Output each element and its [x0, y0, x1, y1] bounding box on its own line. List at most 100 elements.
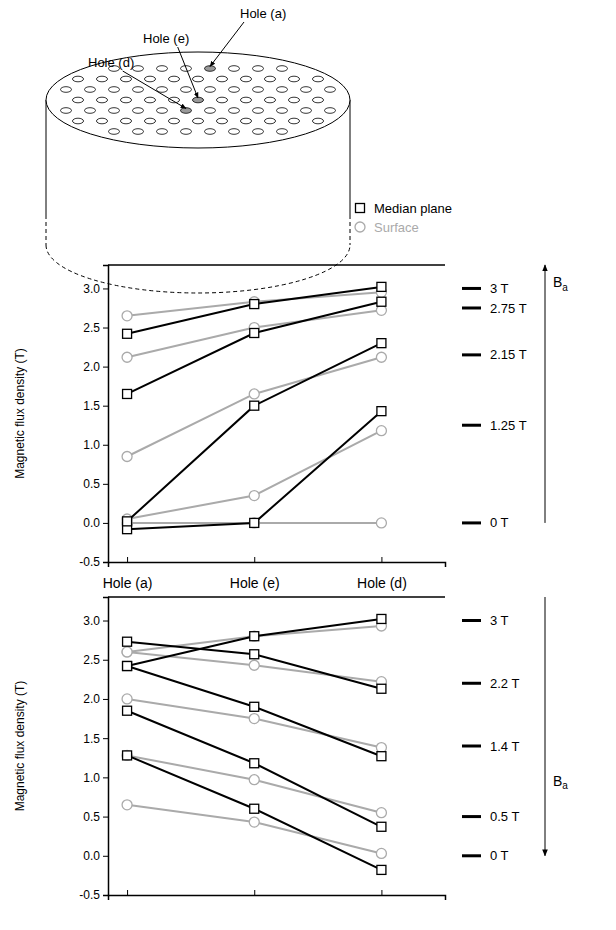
- field-level-dash: [462, 745, 481, 748]
- axis-line: [103, 598, 109, 896]
- data-point: [376, 848, 386, 858]
- y-tick: 2.5: [83, 653, 108, 667]
- tick-label: -0.5: [79, 555, 100, 569]
- x-tick: [381, 890, 382, 895]
- x-tick: Hole (a): [103, 557, 153, 591]
- hole: [265, 118, 276, 124]
- legend-label: Surface: [374, 220, 419, 235]
- y-tick: 2.0: [83, 360, 108, 374]
- hole: [121, 76, 132, 82]
- field-level-label: 1.25 T: [490, 418, 527, 433]
- hole: [109, 87, 120, 93]
- tick-label: 2.5: [83, 653, 100, 667]
- legend: Median planeSurface: [355, 201, 452, 235]
- hole: [205, 108, 216, 114]
- tick-mark: [103, 406, 108, 407]
- hole: [253, 108, 264, 114]
- data-point: [249, 714, 259, 724]
- plot-frame: [108, 264, 445, 266]
- hole: [157, 108, 168, 114]
- field-level-dash: [462, 854, 481, 857]
- data-point: [377, 407, 386, 416]
- field-level-label: 0.5 T: [490, 809, 519, 824]
- hole: [157, 66, 168, 72]
- hole: [109, 108, 120, 114]
- field-level-dash: [462, 619, 481, 622]
- data-point: [249, 775, 259, 785]
- data-point: [123, 517, 132, 526]
- x-tick: Hole (d): [357, 557, 407, 591]
- plot-data: [122, 282, 386, 533]
- hole: [73, 97, 84, 103]
- hole: [145, 76, 156, 82]
- hole: [193, 97, 204, 103]
- hole-pointer: [210, 22, 244, 67]
- data-point: [123, 637, 132, 646]
- y-tick: 3.0: [83, 614, 108, 628]
- legend-marker: [355, 222, 365, 232]
- hole: [229, 87, 240, 93]
- sample-diagram: Hole (a)Hole (e)Hole (d): [46, 6, 350, 293]
- series-line: [127, 302, 381, 394]
- tick-mark: [103, 817, 108, 818]
- series-line: [127, 711, 381, 827]
- field-arrow: [545, 265, 546, 523]
- tick-label: 2.0: [83, 692, 100, 706]
- hole: [181, 108, 192, 114]
- label-base: B: [553, 773, 562, 789]
- tick-mark: [103, 523, 108, 524]
- tick-label: 3.0: [83, 282, 100, 296]
- field-level-label: 0 T: [490, 848, 509, 863]
- series-line: [127, 642, 381, 689]
- series-line: [127, 755, 381, 869]
- hole: [169, 118, 180, 124]
- hole: [325, 87, 336, 93]
- hole: [145, 118, 156, 124]
- tick-label: 1.0: [83, 438, 100, 452]
- data-point: [377, 339, 386, 348]
- series-line: [127, 699, 381, 748]
- tick-label: Hole (e): [230, 575, 280, 591]
- x-axis: Hole (a) Hole (e) Hole (d): [103, 557, 446, 591]
- hole: [265, 76, 276, 82]
- tick-label: 0.0: [83, 516, 100, 530]
- hole: [217, 76, 228, 82]
- axis-line: [109, 896, 446, 901]
- x-tick: [127, 890, 128, 895]
- hole: [181, 129, 192, 135]
- hole: [313, 118, 324, 124]
- axis-line: [109, 563, 446, 568]
- data-point: [123, 662, 132, 671]
- label-subscript: a: [562, 282, 568, 293]
- hole: [289, 97, 300, 103]
- axis-title: Magnetic flux density (T): [13, 681, 27, 812]
- tick-label: 1.5: [83, 399, 100, 413]
- y-tick: 0.5: [83, 477, 108, 491]
- hole: [133, 108, 144, 114]
- series-line: [127, 805, 381, 854]
- hole: [85, 87, 96, 93]
- hole: [265, 97, 276, 103]
- x-tick: Hole (e): [230, 557, 280, 591]
- plot-frame: [108, 596, 445, 598]
- data-point: [122, 750, 132, 760]
- field-arrow: [545, 597, 546, 856]
- y-tick: -0.5: [79, 888, 108, 902]
- hole: [313, 97, 324, 103]
- hole: [301, 87, 312, 93]
- hole: [229, 129, 240, 135]
- field-level-dash: [462, 287, 481, 290]
- hole: [229, 66, 240, 72]
- hole: [61, 87, 72, 93]
- y-tick: 3.0: [83, 282, 108, 296]
- data-point: [123, 389, 132, 398]
- data-point: [249, 631, 259, 641]
- field-level-label: 0 T: [490, 515, 509, 530]
- data-point: [123, 706, 132, 715]
- hole: [205, 66, 216, 72]
- cylinder-side-dashed: [46, 215, 47, 245]
- series-line: [127, 287, 381, 334]
- data-point: [122, 352, 132, 362]
- data-point: [377, 822, 386, 831]
- series-line: [127, 619, 381, 666]
